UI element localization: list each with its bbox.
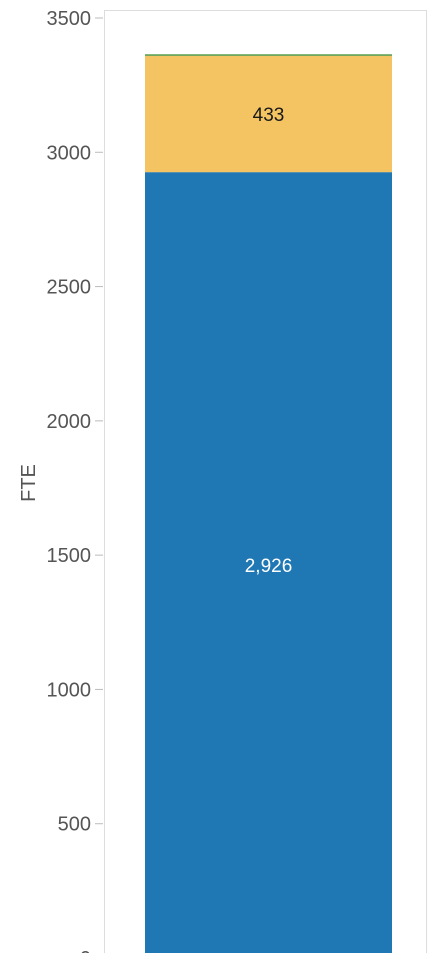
y-tick-label: 3000 xyxy=(47,142,92,164)
bar-segment-3 xyxy=(145,54,392,56)
y-tick-label: 3500 xyxy=(47,8,92,30)
bar-segment-1 xyxy=(145,172,392,953)
plot-frame xyxy=(104,10,427,953)
y-tick-label: 1500 xyxy=(47,545,92,567)
y-tick-label: 2000 xyxy=(47,411,92,433)
y-tick-label: 0 xyxy=(80,948,91,953)
bar-data-label-1: 2,926 xyxy=(245,556,293,577)
y-axis-title: FTE xyxy=(18,464,40,502)
y-tick-label: 1000 xyxy=(47,679,92,701)
bar-stack xyxy=(145,54,392,953)
bar-segment-2 xyxy=(145,55,392,173)
y-axis: 0 500 1000 1500 2000 2500 3000 3500 xyxy=(47,8,103,953)
y-tick-label: 500 xyxy=(58,814,91,836)
y-tick-label: 2500 xyxy=(47,277,92,299)
bar-data-label-2: 433 xyxy=(253,105,285,126)
data-labels: 2,926 433 xyxy=(245,105,293,577)
